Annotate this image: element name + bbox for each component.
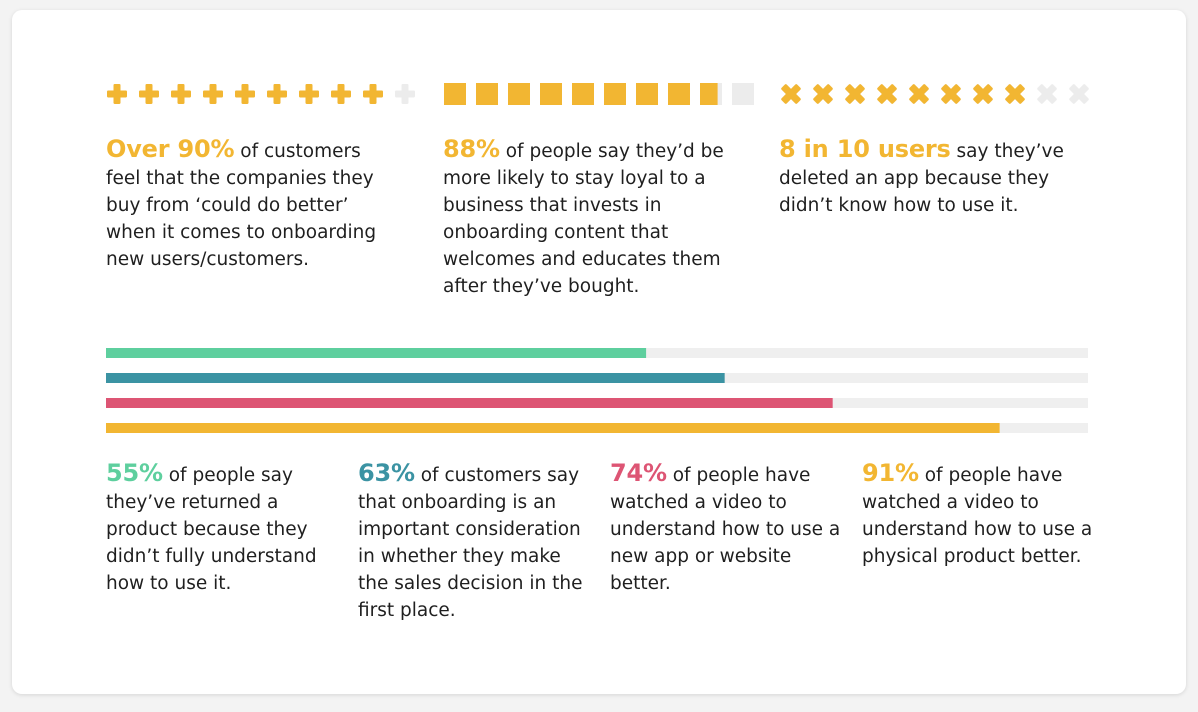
x-icon (941, 84, 961, 104)
plus-icon (395, 84, 415, 104)
plus-icon (267, 84, 287, 104)
stat-bottom-2: 63% of customers say that onboarding is … (358, 460, 590, 624)
stat-top-1-text: of customers feel that the companies the… (106, 141, 377, 270)
plus-icon (299, 84, 319, 104)
x-icon (1069, 84, 1089, 104)
x-icon (909, 84, 929, 104)
plus-icon (363, 84, 383, 104)
x-icon (813, 84, 833, 104)
plus-icon-row (107, 84, 415, 104)
stat-top-1: Over 90% of customers feel that the comp… (106, 136, 386, 273)
x-icon (845, 84, 865, 104)
square-icon (476, 83, 498, 105)
stat-bottom-1: 55% of people say they’ve returned a pro… (106, 460, 331, 597)
plus-icon (139, 84, 159, 104)
square-icon (572, 83, 594, 105)
square-icon (732, 83, 754, 105)
x-icon (1005, 84, 1025, 104)
stat-bottom-4-highlight: 91% (862, 459, 919, 487)
stat-bottom-2-highlight: 63% (358, 459, 415, 487)
stat-top-2-highlight: 88% (443, 135, 500, 163)
stat-top-1-highlight: Over 90% (106, 135, 235, 163)
stat-bottom-3-highlight: 74% (610, 459, 667, 487)
square-icon (508, 83, 530, 105)
square-icon (604, 83, 626, 105)
stat-bottom-1-highlight: 55% (106, 459, 163, 487)
square-icon-row (444, 83, 754, 105)
stat-bottom-4-text: of people have watched a video to unders… (862, 465, 1093, 567)
stat-top-2: 88% of people say they’d be more likely … (443, 136, 728, 300)
stat-bottom-3-text: of people have watched a video to unders… (610, 465, 841, 594)
stat-bottom-3: 74% of people have watched a video to un… (610, 460, 842, 597)
stat-bottom-1-text: of people say they’ve returned a product… (106, 465, 317, 594)
stat-top-3-highlight: 8 in 10 users (779, 135, 951, 163)
stat-bottom-4: 91% of people have watched a video to un… (862, 460, 1097, 570)
stat-bottom-2-text: of customers say that onboarding is an i… (358, 465, 583, 621)
x-icon (1037, 84, 1057, 104)
square-icon (444, 83, 466, 105)
x-icon (781, 84, 801, 104)
square-icon (540, 83, 562, 105)
x-icon-row (781, 84, 1089, 104)
square-icon (636, 83, 658, 105)
stat-top-3: 8 in 10 users say they’ve deleted an app… (779, 136, 1079, 219)
plus-icon (203, 84, 223, 104)
square-icon (700, 83, 722, 105)
plus-icon (171, 84, 191, 104)
square-icon (668, 83, 690, 105)
stat-top-3-text: say they’ve deleted an app because they … (779, 141, 1064, 216)
plus-icon (331, 84, 351, 104)
x-icon (973, 84, 993, 104)
plus-icon (107, 84, 127, 104)
plus-icon (235, 84, 255, 104)
stat-top-2-text: of people say they’d be more likely to s… (443, 141, 724, 297)
x-icon (877, 84, 897, 104)
